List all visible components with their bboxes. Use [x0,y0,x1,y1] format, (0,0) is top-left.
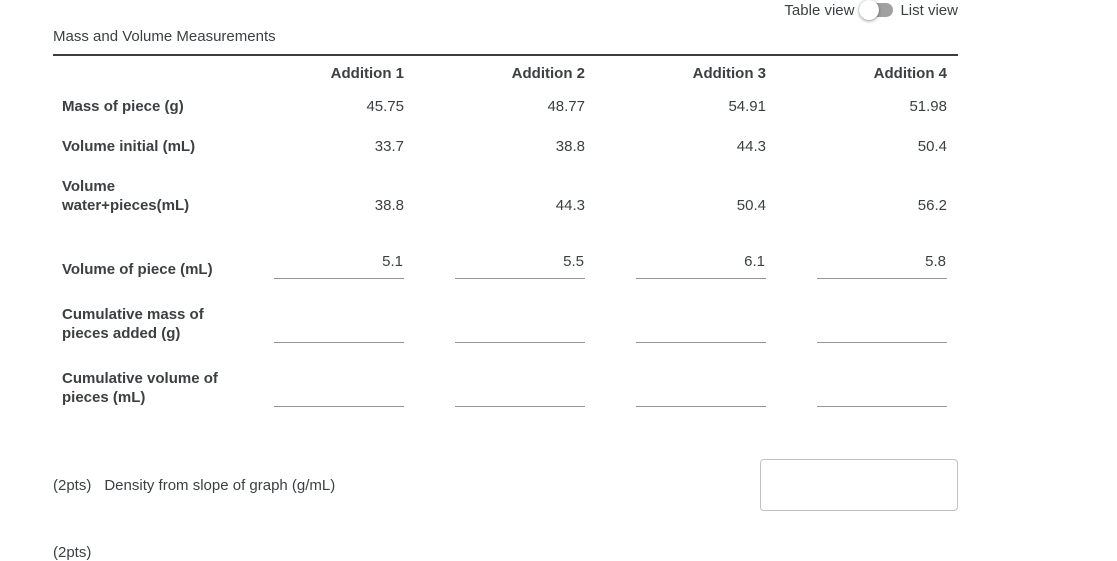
cell-value: 54.91 [728,98,766,115]
table-cell: 51.98 [766,97,947,116]
table-cell: 38.8 [404,137,585,156]
table-row: Cumulative mass of pieces added (g) [53,279,958,343]
table-row: Cumulative volume of pieces (mL) [53,343,958,407]
table-cell: 33.7 [223,137,404,156]
measurement-input[interactable] [636,317,766,343]
cell-value: 44.3 [555,197,585,214]
table-row: Volume initial (mL) 33.7 38.8 44.3 50.4 [53,127,958,167]
measurement-input[interactable] [817,381,947,407]
table-header-row: Addition 1 Addition 2 Addition 3 Addition 4 [53,56,958,87]
table-cell: 45.75 [223,97,404,116]
density-question-label: (2pts) Density from slope of graph (g/mL) [53,477,335,494]
measurement-input[interactable] [274,381,404,407]
table-cell [766,316,947,343]
cell-value: 56.2 [917,197,947,214]
column-header: Addition 4 [873,65,947,82]
density-answer-input[interactable] [760,459,958,511]
table-cell [404,316,585,343]
measurement-input[interactable] [817,317,947,343]
table-cell [766,380,947,407]
measurement-input[interactable] [274,253,404,279]
table-cell [404,252,585,279]
table-cell [766,252,947,279]
table-rows: Mass of piece (g) 45.75 48.77 54.91 51.98 Vol… [53,87,958,407]
cell-value: 50.4 [736,197,766,214]
measurement-input[interactable] [455,253,585,279]
table-cell [223,316,404,343]
table-row: Volume of piece (mL) [53,226,958,279]
list-view-label: List view [900,1,958,19]
table-row: Mass of piece (g) 45.75 48.77 54.91 51.98 [53,87,958,127]
cell-value: 45.75 [366,98,404,115]
measurement-input[interactable] [274,317,404,343]
density-question-text: Density from slope of graph (g/mL) [104,476,336,494]
measurement-input[interactable] [455,381,585,407]
table-view-label: Table view [784,1,855,19]
table-cell: 44.3 [404,196,585,215]
density-points-label: (2pts) [53,476,92,494]
table-cell [223,380,404,407]
cell-value: 44.3 [736,138,766,155]
switch-thumb [859,0,880,20]
table-title: Mass and Volume Measurements [53,28,958,56]
measurement-input[interactable] [636,381,766,407]
table-cell: 44.3 [585,137,766,156]
table-cell [585,316,766,343]
table-cell [585,252,766,279]
table-cell [585,380,766,407]
measurement-input[interactable] [455,317,585,343]
measurement-input[interactable] [636,253,766,279]
cell-value: 48.77 [547,98,585,115]
row-label: Volume initial (mL) [62,138,196,155]
table-cell: 54.91 [585,97,766,116]
row-label: Volume of piece (mL) [62,261,213,278]
table-cell [223,252,404,279]
measurement-input[interactable] [817,253,947,279]
column-header: Addition 2 [511,65,585,82]
table-row: Volume water+pieces(mL) 38.8 44.3 50.4 56.2 [53,167,958,226]
cell-value: 38.8 [374,197,404,214]
cell-value: 33.7 [374,138,404,155]
table-cell: 50.4 [766,137,947,156]
row-label: Cumulative volume of pieces (mL) [62,370,218,406]
table-cell: 38.8 [223,196,404,215]
table-cell: 50.4 [585,196,766,215]
density-question-row: (2pts) Density from slope of graph (g/mL) [53,459,958,511]
view-toggle-switch[interactable] [859,0,895,20]
table-cell: 56.2 [766,196,947,215]
column-header: Addition 3 [692,65,766,82]
next-question-points-label: (2pts) [53,544,92,561]
table-cell [404,380,585,407]
cell-value: 50.4 [917,138,947,155]
column-header: Addition 1 [330,65,404,82]
row-label: Volume water+pieces(mL) [62,178,190,214]
cell-value: 51.98 [909,98,947,115]
row-label: Cumulative mass of pieces added (g) [62,306,204,342]
row-label: Mass of piece (g) [62,98,184,115]
cell-value: 38.8 [555,138,585,155]
table-cell: 48.77 [404,97,585,116]
view-toggle-bar: Table view List view [784,0,958,20]
